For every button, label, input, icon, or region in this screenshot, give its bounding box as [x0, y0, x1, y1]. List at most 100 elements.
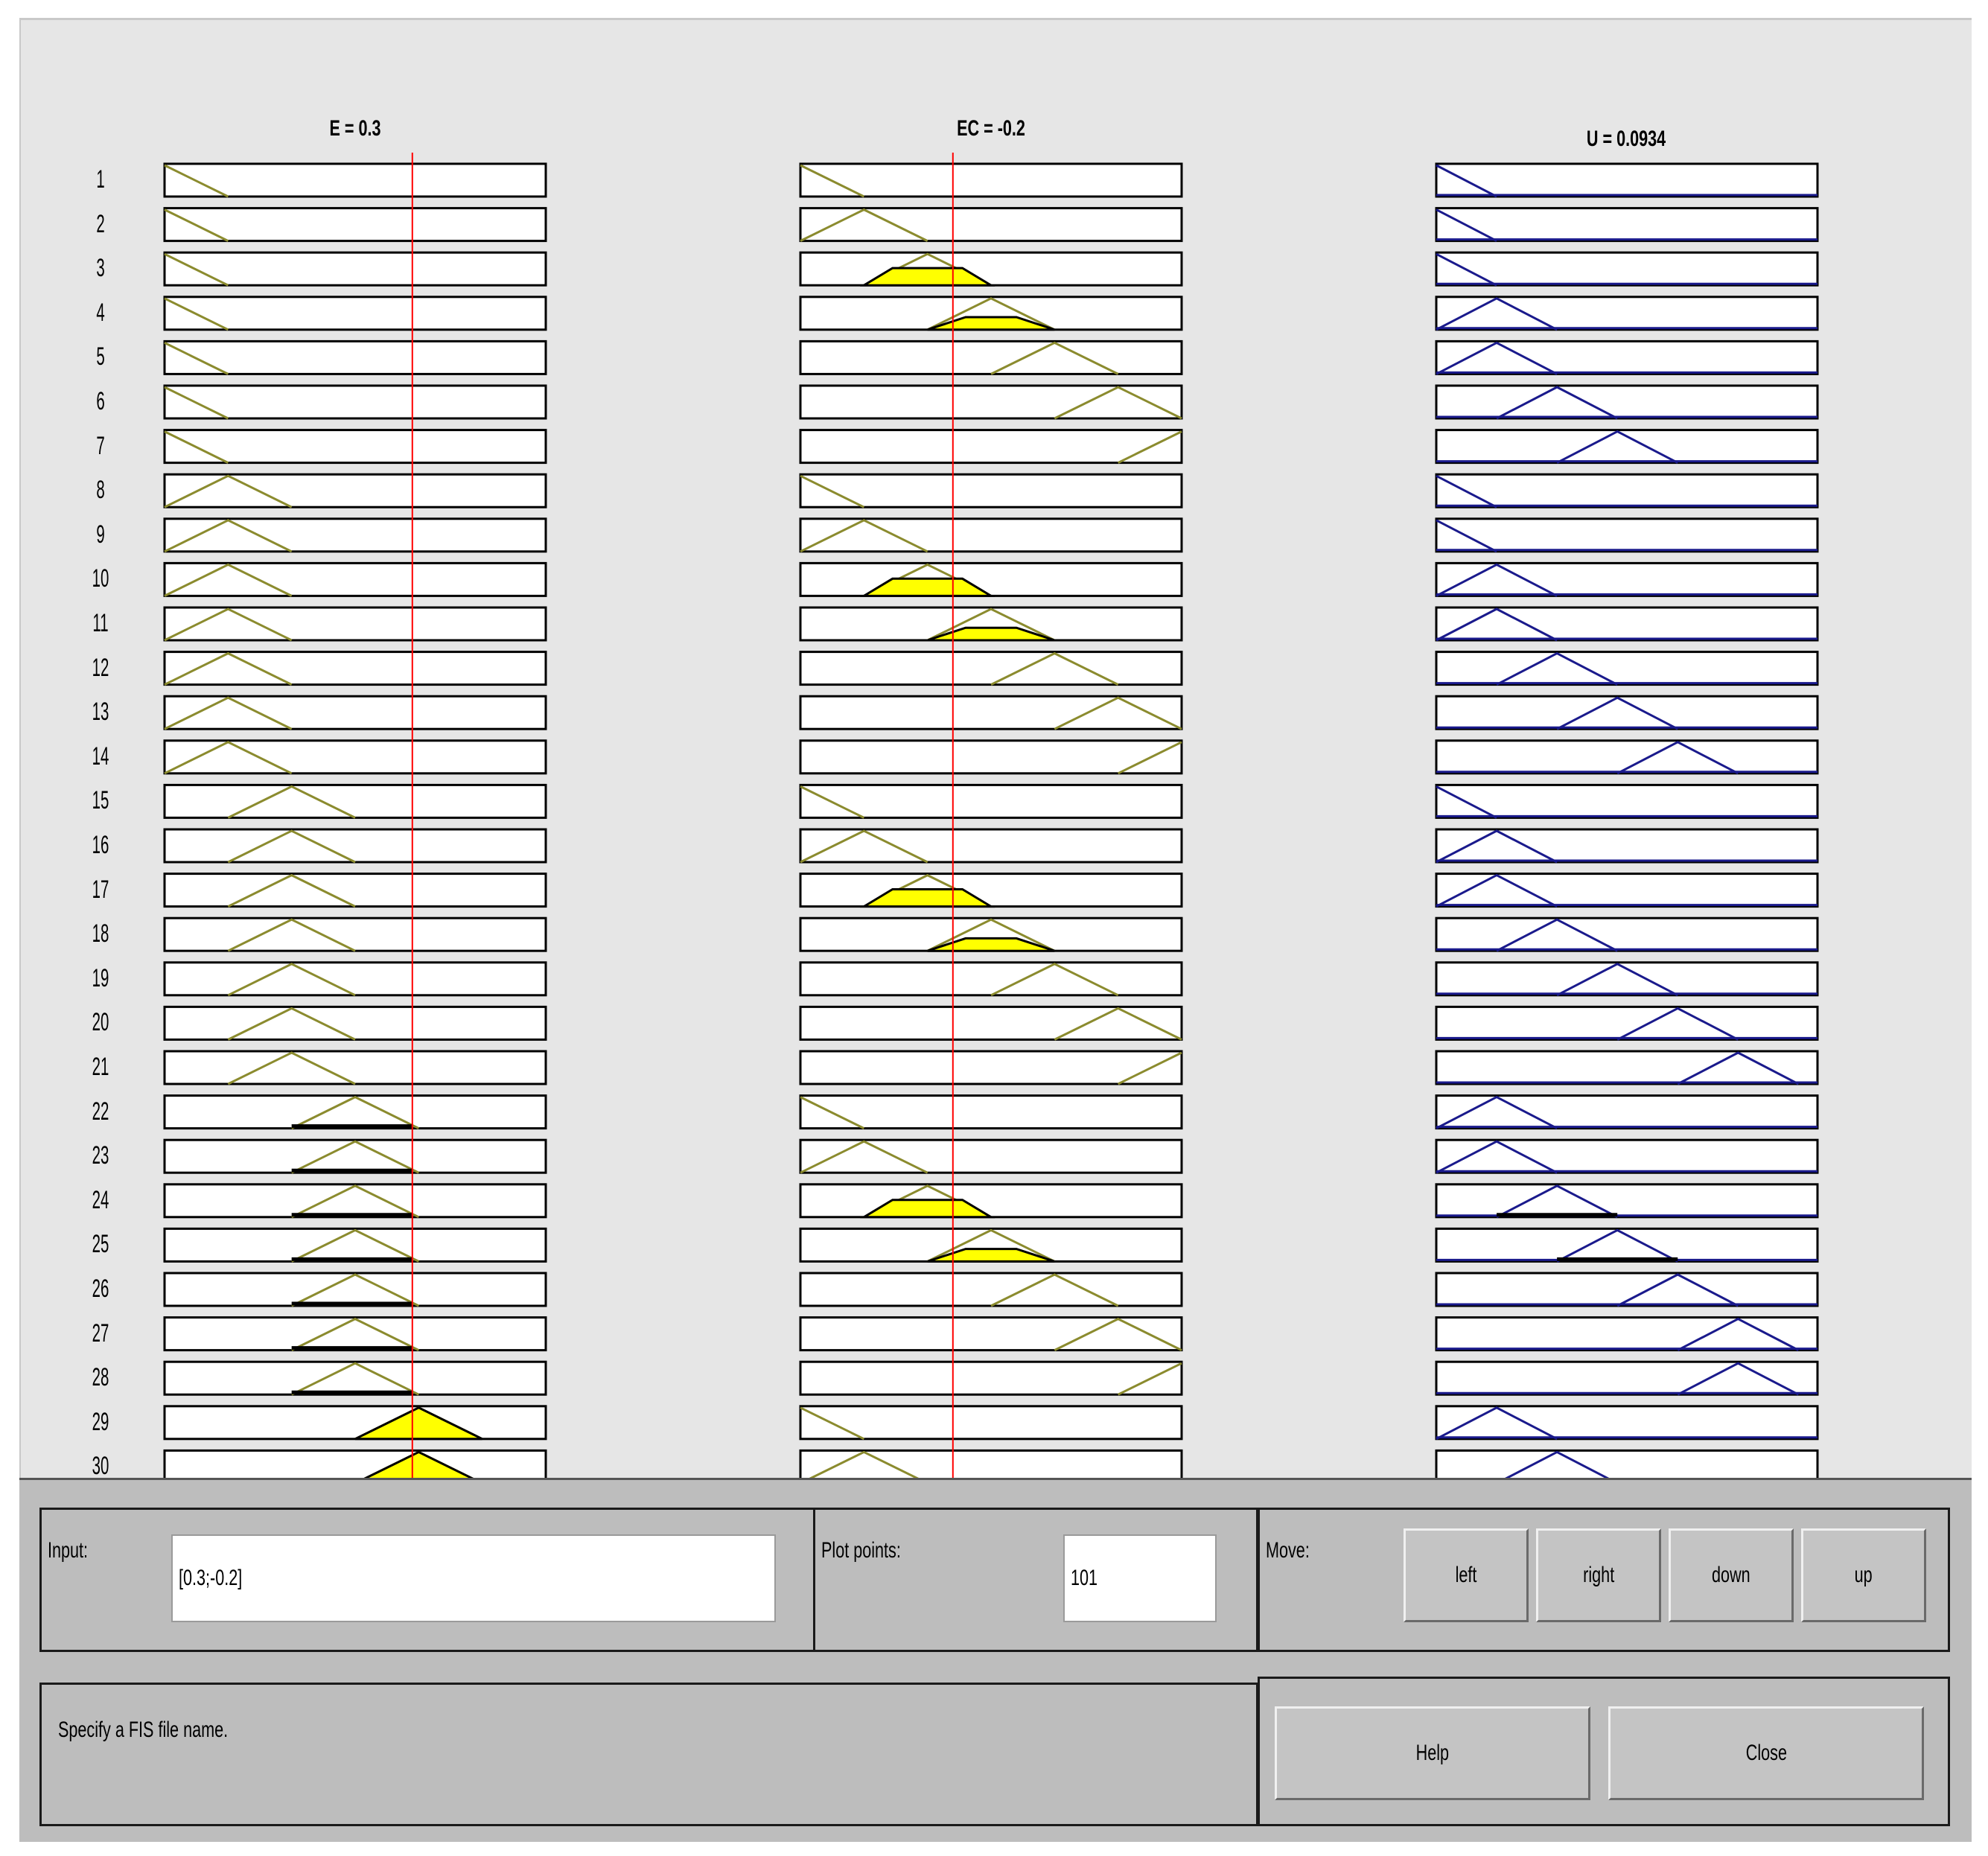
membership-function-line: [164, 741, 293, 775]
rule-plot-box: [163, 783, 547, 819]
membership-function-line: [1496, 918, 1618, 952]
rule-plot-box: [1435, 873, 1819, 908]
membership-function-line: [1496, 386, 1618, 420]
membership-function-line: [227, 1007, 356, 1041]
plot-points-field[interactable]: 101: [1063, 1534, 1217, 1622]
rule-plot-box: [163, 916, 547, 952]
close-button[interactable]: Close: [1608, 1706, 1924, 1800]
membership-function-line: [164, 563, 293, 597]
row-number: 13: [92, 698, 109, 727]
rule-plot-box: [1435, 1138, 1819, 1174]
move-label: Move:: [1266, 1538, 1310, 1563]
membership-function-line: [927, 1228, 1055, 1263]
membership-function-line: [227, 785, 356, 819]
membership-function-line: [164, 474, 293, 508]
membership-function-line: [1436, 607, 1558, 642]
rule-plot-box: [799, 783, 1183, 819]
row-number: 11: [92, 609, 109, 637]
membership-function-line: [227, 918, 356, 952]
activation-fill: [859, 577, 995, 597]
help-close-panel: Help Close: [1258, 1677, 1950, 1826]
row-number: 9: [96, 520, 105, 549]
rule-plot-box: [1435, 561, 1819, 597]
membership-function-line: [990, 651, 1119, 686]
membership-function-line: [1496, 1184, 1618, 1219]
row-number: 5: [96, 342, 105, 371]
input-field[interactable]: [0.3;-0.2]: [171, 1534, 776, 1622]
rule-plot-box: [163, 695, 547, 730]
row-number: 16: [92, 831, 109, 859]
membership-function-line: [1496, 651, 1618, 686]
membership-function-line: [1436, 1406, 1558, 1441]
membership-function-line: [1436, 164, 1497, 198]
input-label: Input:: [48, 1538, 89, 1563]
membership-function-line: [227, 1051, 356, 1085]
rule-plot-box: [163, 1050, 547, 1085]
help-button[interactable]: Help: [1275, 1706, 1590, 1800]
membership-function-line: [1118, 1051, 1182, 1085]
membership-function-line: [1436, 873, 1558, 908]
rule-plot-box: [1435, 429, 1819, 465]
membership-function-line: [800, 474, 864, 508]
input-value: [0.3;-0.2]: [179, 1566, 243, 1590]
membership-function-line: [800, 829, 928, 864]
move-down-button[interactable]: down: [1669, 1528, 1794, 1622]
move-up-label: up: [1854, 1563, 1873, 1587]
membership-function-line: [1436, 785, 1497, 819]
membership-function-line: [990, 341, 1119, 375]
membership-function-line: [927, 918, 1055, 952]
row-number: 17: [92, 875, 109, 904]
rule-plot-box: [1435, 1316, 1819, 1352]
row-number: 27: [92, 1318, 109, 1348]
membership-function-line: [291, 1184, 419, 1219]
rule-plot-box: [799, 339, 1183, 375]
rule-plot-box: [799, 429, 1183, 465]
move-left-button[interactable]: left: [1404, 1528, 1529, 1622]
rule-plot-box: [163, 873, 547, 908]
rule-plot-box: [163, 1405, 547, 1441]
rule-plot-box: [1435, 1094, 1819, 1130]
membership-function-line: [1054, 696, 1182, 730]
membership-function-line: [1436, 1095, 1558, 1129]
membership-function-line: [164, 342, 229, 375]
membership-function-line: [291, 1362, 419, 1396]
rule-plot-box: [1435, 695, 1819, 730]
rule-plot-box: [1435, 251, 1819, 287]
membership-function-line: [1436, 252, 1497, 287]
rule-plot-box: [163, 517, 547, 553]
rule-plot-box: [799, 473, 1183, 508]
rule-plot-box: [1435, 384, 1819, 420]
activation-fill: [354, 1406, 483, 1441]
membership-function-line: [1436, 829, 1558, 864]
membership-function-line: [927, 607, 1055, 642]
rule-plot-box: [799, 651, 1183, 686]
membership-function-line: [164, 519, 293, 553]
row-number: 10: [92, 564, 109, 593]
rule-plot-box: [1435, 296, 1819, 331]
membership-function-line: [227, 963, 356, 997]
rule-plot-box: [163, 1272, 547, 1307]
move-up-button[interactable]: up: [1801, 1528, 1926, 1622]
rule-plot-box: [799, 1050, 1183, 1085]
rule-plot-box: [163, 162, 547, 198]
row-number: 1: [96, 165, 105, 194]
membership-function-line: [227, 873, 356, 908]
rule-plot-box: [163, 1227, 547, 1263]
row-number: 12: [92, 653, 109, 682]
membership-function-line: [800, 1140, 928, 1174]
membership-function-line: [800, 519, 928, 553]
row-number: 8: [96, 476, 105, 505]
membership-function-line: [1436, 1140, 1558, 1174]
move-right-button[interactable]: right: [1536, 1528, 1661, 1622]
rule-plot-box: [163, 961, 547, 997]
row-number: 15: [92, 786, 109, 815]
row-number: 2: [96, 209, 105, 238]
rule-plots-area: E = 0.3 EC = -0.2 U = 0.0934 1 2 3 4 5 6 7 8 9 10…: [92, 116, 1819, 1480]
rule-plot-box: [799, 828, 1183, 864]
membership-function-line: [1118, 430, 1182, 464]
column-title-u: U = 0.0934: [1586, 127, 1666, 151]
rule-plot-box: [799, 1272, 1183, 1307]
membership-function-line: [291, 1273, 419, 1307]
rule-plot-box: [1435, 1183, 1819, 1219]
status-panel: Specify a FIS file name.: [39, 1683, 1258, 1826]
